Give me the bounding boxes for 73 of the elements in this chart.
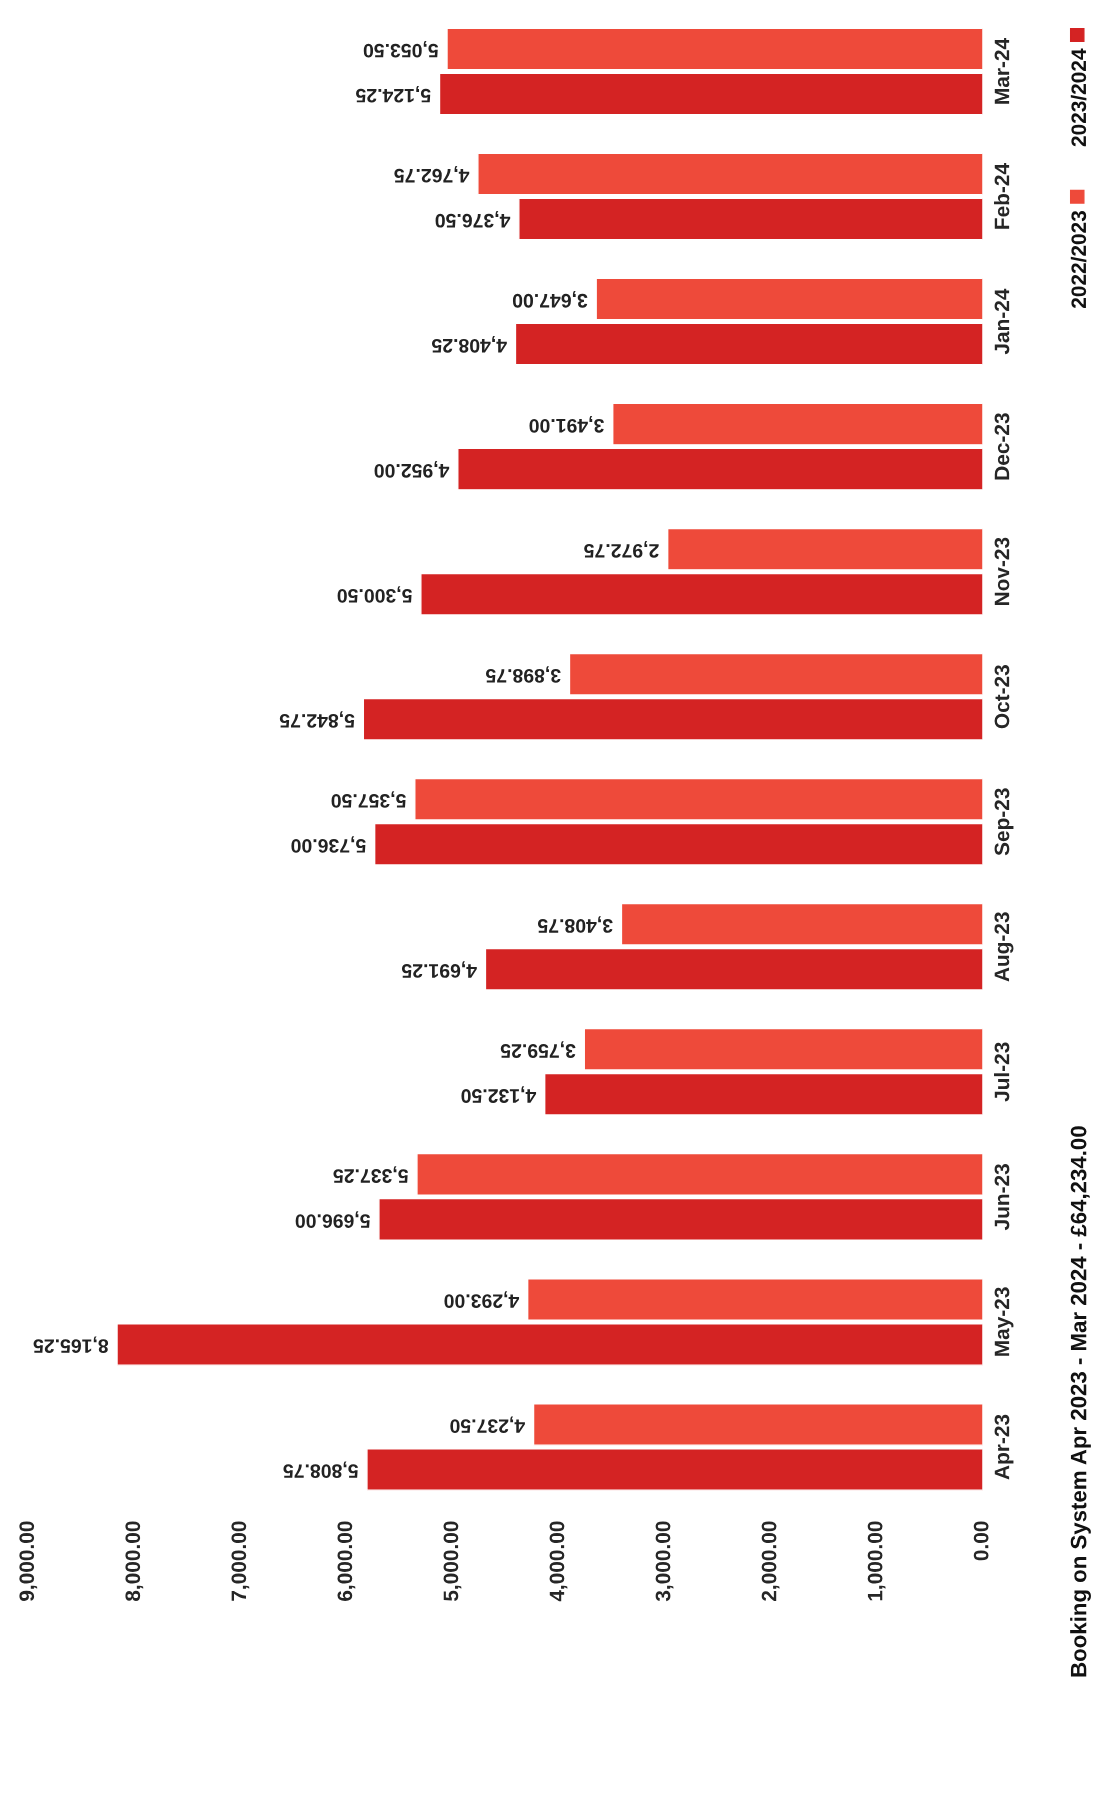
bar — [518, 197, 983, 241]
y-tick-label: Dec-23 — [994, 413, 1010, 480]
y-tick-label: Jan-24 — [994, 288, 1010, 355]
bar — [378, 1197, 983, 1241]
bar — [116, 1323, 983, 1366]
bar — [446, 27, 983, 71]
text: Booking on System Apr 2023 - Mar 2024 - £64,234.00 — [1070, 1126, 1091, 1677]
data-label: 4,293.00 — [444, 1291, 520, 1308]
x-tick-label: 3,000.00 — [655, 1521, 674, 1602]
x-tick-label: 5,000.00 — [443, 1521, 462, 1602]
x-tick-label: 4,000.00 — [549, 1521, 568, 1602]
bar — [457, 447, 983, 491]
data-label: 5,736.00 — [291, 836, 366, 853]
bar — [420, 572, 983, 616]
bar — [484, 947, 983, 991]
y-tick-label: Jul-23 — [994, 1042, 1010, 1102]
y-tick-label: Aug-23 — [994, 912, 1014, 982]
bar — [477, 152, 983, 196]
data-label: 8,165.25 — [33, 1336, 109, 1353]
bar — [373, 822, 983, 866]
bar — [595, 277, 983, 321]
y-tick-label: Oct-23 — [994, 665, 1010, 729]
x-tick-label: 6,000.00 — [337, 1521, 356, 1601]
legend-label: 2022/2023 — [1070, 210, 1087, 308]
data-label: 5,337.25 — [333, 1166, 408, 1183]
data-label: 5,696.00 — [295, 1211, 370, 1228]
bar — [612, 402, 983, 446]
data-label: 4,762.75 — [394, 166, 470, 183]
x-tick-label: 8,000.00 — [125, 1521, 144, 1602]
y-tick-label: Feb-24 — [994, 163, 1010, 229]
bar — [526, 1278, 983, 1321]
x-tick-label: 7,000.00 — [231, 1521, 250, 1601]
bar — [366, 1448, 983, 1491]
y-tick-label: Mar-24 — [994, 38, 1010, 104]
bar — [362, 697, 983, 741]
y-tick-label: Sep-23 — [994, 788, 1014, 856]
data-label: 5,842.75 — [279, 711, 355, 728]
bar — [620, 902, 983, 946]
bar — [416, 1152, 983, 1196]
y-tick-label: Apr-23 — [994, 1414, 1014, 1480]
data-label: 4,691.25 — [401, 961, 477, 978]
bar — [532, 1403, 983, 1446]
bar — [414, 777, 983, 821]
data-label: 5,357.50 — [331, 791, 406, 808]
data-label: 5,808.75 — [283, 1461, 358, 1479]
y-tick-label: May-23 — [994, 1287, 1014, 1356]
data-label: 5,300.50 — [337, 586, 412, 603]
y-tick-label: Jun-23 — [994, 1164, 1010, 1231]
data-label: 4,237.50 — [450, 1416, 525, 1433]
data-label: 2,972.75 — [584, 541, 659, 558]
data-label: 3,759.25 — [500, 1041, 576, 1058]
x-tick-label: 1,000.00 — [867, 1521, 886, 1601]
bar — [666, 527, 983, 571]
data-label: 4,408.25 — [431, 336, 507, 353]
data-label: 3,491.00 — [529, 416, 604, 433]
bar — [568, 652, 983, 696]
data-label: 4,376.50 — [435, 211, 511, 228]
data-label: 4,952.00 — [374, 461, 450, 478]
data-label: 4,132.50 — [461, 1086, 537, 1103]
data-label: 3,898.75 — [486, 666, 561, 683]
bar — [438, 72, 983, 116]
data-label: 5,124.25 — [356, 85, 431, 103]
x-tick-label: 2,000.00 — [761, 1521, 780, 1601]
bar — [514, 322, 983, 366]
data-label: 3,408.75 — [537, 916, 613, 933]
y-tick-label: Nov-23 — [994, 537, 1010, 606]
x-tick-label: 0.00 — [973, 1521, 989, 1561]
data-label: 5,053.50 — [363, 40, 439, 58]
legend-label: 2023/2024 — [1070, 48, 1087, 147]
bar — [583, 1027, 983, 1071]
bar — [543, 1072, 983, 1116]
data-label: 3,647.00 — [512, 291, 588, 308]
x-tick-label: 9,000.00 — [19, 1521, 38, 1601]
